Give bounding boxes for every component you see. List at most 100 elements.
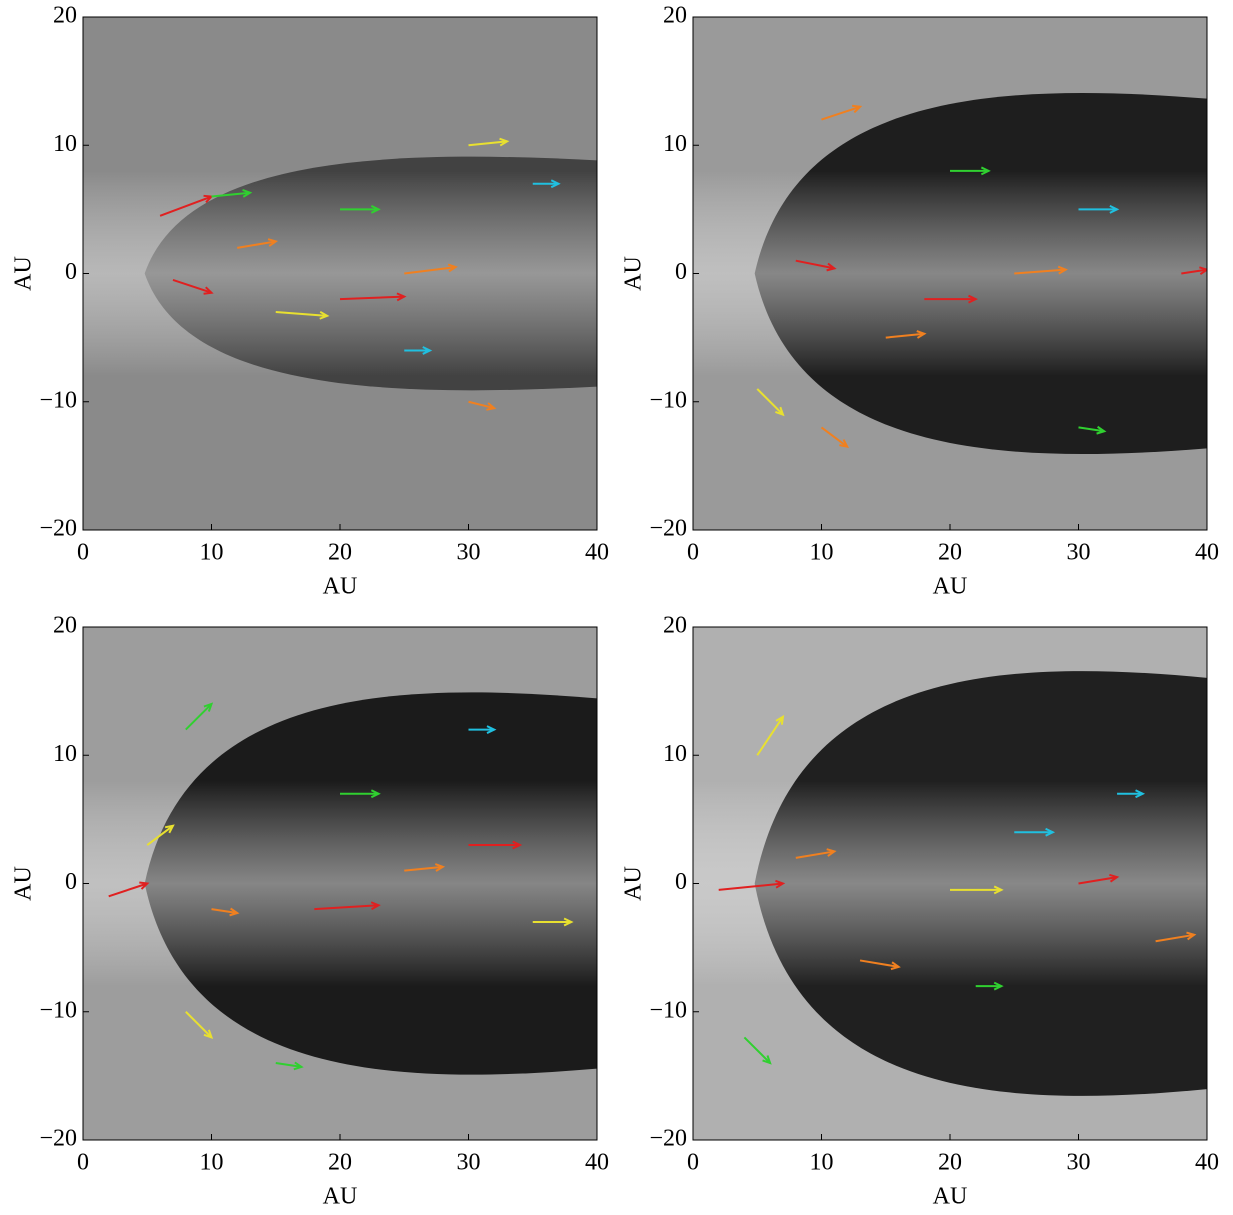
y-tick-label: 10 <box>53 741 77 767</box>
arrow <box>756 714 785 756</box>
arrow <box>404 346 433 355</box>
arrow-shaft <box>404 266 456 275</box>
arrow-head <box>775 406 785 417</box>
arrow-head <box>775 714 785 725</box>
x-tick-label: 20 <box>938 540 962 566</box>
y-tick-label: 0 <box>675 259 687 285</box>
arrow-head <box>550 179 561 189</box>
arrow-head <box>422 346 433 355</box>
arrow <box>404 863 446 872</box>
y-tick-label: −20 <box>39 516 77 542</box>
x-tick-label: 10 <box>200 1150 224 1176</box>
x-tick-label: 30 <box>1067 1150 1091 1176</box>
arrow <box>924 294 978 304</box>
arrow-shaft <box>275 1062 302 1068</box>
arrow-shaft <box>1078 876 1118 885</box>
glow <box>83 17 341 530</box>
arrow <box>146 824 175 846</box>
arrow <box>314 901 381 911</box>
arrow-shaft <box>1014 268 1066 275</box>
arrow-shaft <box>468 400 495 410</box>
arrow-shaft <box>795 850 835 859</box>
y-tick-label: 10 <box>53 131 77 157</box>
arrow <box>185 1011 214 1040</box>
arrow-head <box>396 292 407 302</box>
arrow <box>820 426 850 449</box>
x-tick-label: 20 <box>328 1150 352 1176</box>
x-axis-label: AU <box>933 574 968 600</box>
arrow-head <box>968 294 978 304</box>
y-tick-label: 20 <box>663 3 687 29</box>
arrow-head <box>1045 827 1056 837</box>
arrow-shaft <box>468 140 508 147</box>
arrow <box>211 189 253 198</box>
arrow-head <box>762 1055 772 1065</box>
arrow-head <box>1096 425 1107 435</box>
arrow <box>532 179 561 189</box>
arrow-shaft <box>885 332 925 339</box>
x-tick-label: 40 <box>585 1150 609 1176</box>
arrow-shaft <box>821 105 861 121</box>
x-tick-label: 10 <box>810 540 834 566</box>
arrow-head <box>164 824 175 834</box>
arrow-head <box>293 1061 304 1071</box>
arrow-head <box>851 104 863 114</box>
arrow-head <box>486 725 497 734</box>
arrow-shaft <box>756 716 784 756</box>
x-tick-label: 20 <box>938 1150 962 1176</box>
arrow <box>237 238 279 249</box>
x-tick-label: 10 <box>200 540 224 566</box>
y-tick-label: −20 <box>39 1126 77 1152</box>
y-tick-label: 0 <box>65 869 77 895</box>
arrow-head <box>775 879 786 889</box>
arrow <box>975 981 1004 991</box>
arrow <box>1117 789 1146 799</box>
arrow-head <box>980 166 991 176</box>
arrow <box>468 400 497 411</box>
arrow <box>821 104 863 121</box>
arrow-shaft <box>146 824 174 846</box>
panel: 0 10 20 30 40 −20 −10 0 10 20 AU AU <box>621 3 1220 600</box>
arrow <box>468 840 523 850</box>
x-axis-label: AU <box>323 574 358 600</box>
arrow <box>795 848 837 859</box>
x-tick-label: 0 <box>687 540 699 566</box>
arrow-head <box>434 863 446 872</box>
arrow <box>532 917 574 927</box>
y-tick-label: −20 <box>649 1126 687 1152</box>
arrow-head <box>203 1029 214 1040</box>
arrow-shaft <box>743 1036 771 1064</box>
arrow <box>404 263 458 275</box>
arrow-head <box>242 189 253 198</box>
y-axis-label: AU <box>11 256 37 291</box>
density-map <box>83 17 597 530</box>
arrow-head <box>267 238 279 247</box>
arrow <box>1078 204 1120 214</box>
arrow <box>275 1061 304 1071</box>
panel: 0 10 20 30 40 −20 −10 0 10 20 AU AU <box>621 613 1220 1210</box>
arrow <box>1014 265 1068 275</box>
arrow-shaft <box>795 259 835 270</box>
y-tick-label: 20 <box>663 613 687 639</box>
arrow <box>1181 266 1207 275</box>
arrow-shaft <box>275 310 328 317</box>
arrow-head <box>826 848 837 857</box>
arrow-shaft <box>1155 933 1195 943</box>
arrow <box>468 137 510 147</box>
arrow-head <box>993 885 1004 895</box>
density-map <box>693 17 1207 530</box>
arrow <box>1078 873 1120 885</box>
arrow-head <box>826 262 837 272</box>
arrow-shaft <box>718 882 784 891</box>
x-tick-label: 0 <box>77 540 89 566</box>
arrow <box>1155 931 1197 943</box>
arrow-shaft <box>237 240 276 249</box>
arrow <box>172 278 214 295</box>
arrow-head <box>890 961 901 971</box>
x-axis-label: AU <box>323 1184 358 1210</box>
x-tick-label: 20 <box>328 540 352 566</box>
arrow-shaft <box>1078 426 1105 433</box>
density-map <box>693 627 1207 1140</box>
arrow <box>340 204 381 214</box>
